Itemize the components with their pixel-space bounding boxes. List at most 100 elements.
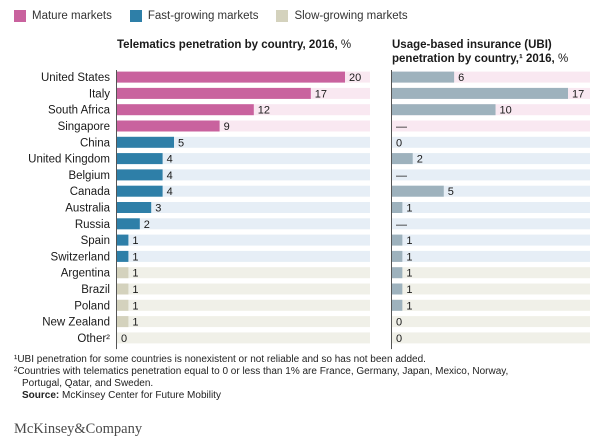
telematics-row-bg bbox=[117, 234, 370, 246]
ubi-bar bbox=[392, 250, 403, 262]
telematics-value-label: 1 bbox=[132, 235, 138, 247]
telematics-value-label: 2 bbox=[144, 219, 150, 231]
footnotes: ¹UBI penetration for some countries is n… bbox=[14, 354, 590, 402]
ubi-bar bbox=[392, 283, 403, 295]
ubi-value-label: 0 bbox=[396, 333, 402, 345]
category-label: China bbox=[80, 137, 111, 149]
category-label: United Kingdom bbox=[28, 154, 110, 166]
ubi-value-label: 0 bbox=[396, 317, 402, 329]
ubi-value-label: 10 bbox=[500, 105, 512, 117]
telematics-row-bg bbox=[117, 169, 370, 181]
telematics-bar bbox=[117, 218, 140, 230]
category-label: Brazil bbox=[81, 284, 110, 296]
telematics-value-label: 9 bbox=[224, 121, 230, 133]
ubi-title-unit: % bbox=[557, 53, 569, 65]
ubi-row-bg bbox=[392, 283, 590, 295]
category-label: Belgium bbox=[68, 170, 110, 182]
source-label: Source: bbox=[22, 390, 60, 401]
category-label: Spain bbox=[81, 235, 110, 247]
category-label: Argentina bbox=[61, 268, 111, 280]
legend-swatch-slow bbox=[276, 10, 289, 22]
telematics-value-label: 1 bbox=[132, 317, 138, 329]
ubi-row-bg bbox=[392, 169, 590, 181]
category-label: Canada bbox=[70, 186, 111, 198]
ubi-row-bg bbox=[392, 250, 590, 262]
telematics-value-label: 4 bbox=[167, 170, 173, 182]
telematics-bar bbox=[117, 299, 129, 311]
telematics-value-label: 5 bbox=[178, 137, 184, 149]
legend-item-mature: Mature markets bbox=[14, 10, 112, 22]
category-label: Russia bbox=[75, 219, 111, 231]
footnote-2-line2: Portugal, Qatar, and Sweden. bbox=[22, 378, 154, 389]
ubi-row-bg bbox=[392, 218, 590, 230]
ubi-value-label: 2 bbox=[417, 154, 423, 166]
legend-swatch-mature bbox=[14, 10, 26, 22]
telematics-bar bbox=[117, 202, 152, 213]
ubi-row-bg bbox=[392, 332, 590, 344]
ubi-value-label: — bbox=[396, 219, 407, 231]
footnote-1: ¹UBI penetration for some countries is n… bbox=[14, 354, 426, 365]
ubi-title-line2: penetration by country,¹ 2016, bbox=[392, 53, 555, 65]
ubi-value-label: 0 bbox=[396, 137, 402, 149]
ubi-bar bbox=[392, 202, 403, 213]
telematics-bar bbox=[117, 234, 129, 246]
telematics-value-label: 17 bbox=[315, 88, 327, 100]
telematics-value-label: 0 bbox=[121, 333, 127, 345]
telematics-value-label: 1 bbox=[132, 268, 138, 280]
telematics-value-label: 4 bbox=[167, 154, 173, 166]
telematics-row-bg bbox=[117, 250, 370, 262]
telematics-bar bbox=[117, 120, 220, 132]
ubi-bar bbox=[392, 104, 496, 116]
telematics-chart-title: Telematics penetration by country, 2016,… bbox=[117, 38, 357, 52]
telematics-title-unit: % bbox=[340, 39, 352, 51]
ubi-title-line1: Usage-based insurance (UBI) bbox=[392, 39, 552, 51]
category-label: Australia bbox=[65, 203, 110, 215]
ubi-row-bg bbox=[392, 120, 590, 132]
ubi-row-bg bbox=[392, 185, 590, 197]
ubi-row-bg bbox=[392, 202, 590, 213]
telematics-value-label: 3 bbox=[155, 203, 161, 215]
ubi-row-bg bbox=[392, 71, 590, 83]
ubi-row-bg bbox=[392, 234, 590, 246]
category-label: New Zealand bbox=[42, 317, 110, 329]
telematics-bar bbox=[117, 185, 163, 197]
legend-label-fast: Fast-growing markets bbox=[147, 10, 259, 22]
telematics-row-bg bbox=[117, 316, 370, 328]
ubi-value-label: 1 bbox=[406, 300, 412, 312]
telematics-bar bbox=[117, 153, 163, 165]
telematics-bar bbox=[117, 283, 129, 295]
telematics-row-bg bbox=[117, 185, 370, 197]
category-label: Poland bbox=[74, 300, 110, 312]
ubi-value-label: — bbox=[396, 121, 407, 133]
telematics-row-bg bbox=[117, 153, 370, 165]
telematics-bar bbox=[117, 71, 345, 83]
category-label: South Africa bbox=[48, 105, 111, 117]
ubi-row-bg bbox=[392, 267, 590, 279]
telematics-value-label: 12 bbox=[258, 105, 270, 117]
source-text: McKinsey Center for Future Mobility bbox=[59, 390, 221, 401]
telematics-row-bg bbox=[117, 299, 370, 311]
ubi-row-bg bbox=[392, 316, 590, 328]
category-label: Italy bbox=[89, 88, 110, 100]
telematics-bar bbox=[117, 316, 129, 328]
ubi-bar bbox=[392, 267, 403, 279]
legend-swatch-fast bbox=[129, 10, 142, 22]
telematics-value-label: 4 bbox=[167, 186, 173, 198]
telematics-value-label: 1 bbox=[132, 251, 138, 263]
category-label: Singapore bbox=[58, 121, 110, 133]
telematics-row-bg bbox=[117, 136, 370, 148]
ubi-bar bbox=[392, 299, 403, 311]
ubi-value-label: 1 bbox=[406, 235, 412, 247]
telematics-bar bbox=[117, 250, 129, 262]
ubi-row-bg bbox=[392, 153, 590, 165]
category-label: United States bbox=[41, 72, 110, 84]
footnote-2-line1: ²Countries with telematics penetration e… bbox=[14, 366, 509, 377]
telematics-row-bg bbox=[117, 218, 370, 230]
category-label: Switzerland bbox=[51, 251, 110, 263]
ubi-value-label: 17 bbox=[572, 88, 584, 100]
telematics-value-label: 1 bbox=[132, 284, 138, 296]
legend-label-slow: Slow-growing markets bbox=[294, 10, 408, 22]
ubi-chart-title: Usage-based insurance (UBI) penetration … bbox=[392, 38, 597, 66]
telematics-bar bbox=[117, 136, 174, 148]
telematics-bar bbox=[117, 267, 129, 279]
